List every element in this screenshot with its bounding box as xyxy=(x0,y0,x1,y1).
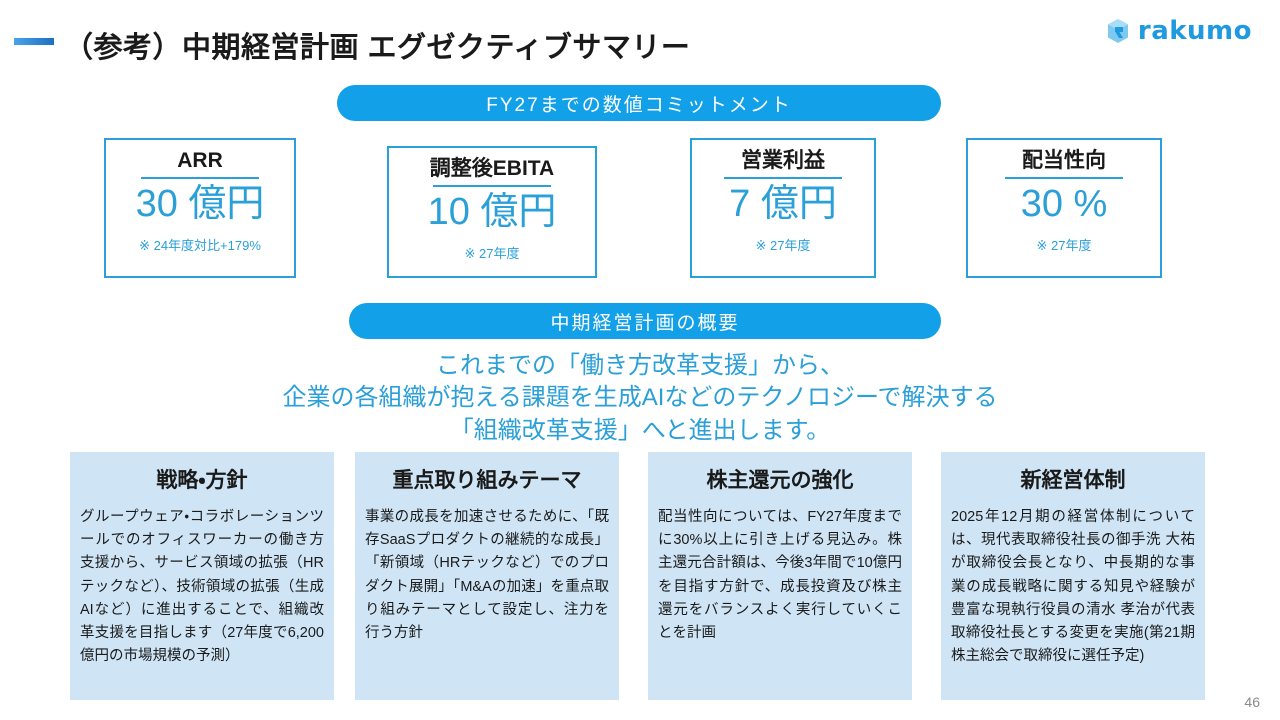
kpi-note: ※ 27年度 xyxy=(464,245,520,261)
rakumo-logo: rakumo xyxy=(1106,16,1252,46)
kpi-note: ※ 27年度 xyxy=(755,237,811,253)
kpi-card-operating-profit: 営業利益 7 億円 ※ 27年度 xyxy=(690,138,876,278)
kpi-label: 調整後EBITA xyxy=(429,157,555,180)
overview-banner-label: 中期経営計画の概要 xyxy=(550,312,740,334)
info-card-new-management: 新経営体制 2025年12月期の経営体制については、現代表取締役社長の御手洗 大… xyxy=(941,452,1205,700)
kpi-divider xyxy=(1005,177,1123,180)
kpi-value: 10 億円 xyxy=(427,191,557,234)
commitment-banner-label: FY27までの数値コミットメント xyxy=(486,94,792,116)
info-card-strategy: 戦略・方針 グループウェア・コラボレーションツールでのオフィスワーカーの働き方支… xyxy=(70,452,334,700)
kpi-card-dividend-payout: 配当性向 30 % ※ 27年度 xyxy=(966,138,1162,278)
page-number: 46 xyxy=(1244,694,1260,710)
kpi-value: 30 % xyxy=(1020,183,1108,226)
info-card-shareholder-returns: 株主還元の強化 配当性向については、FY27年度までに30%以上に引き上げる見込… xyxy=(648,452,912,700)
kpi-label: 配当性向 xyxy=(1022,149,1106,172)
kpi-note: ※ 27年度 xyxy=(1036,237,1092,253)
kpi-card-arr: ARR 30 億円 ※ 24年度対比+179% xyxy=(104,138,296,278)
commitment-banner: FY27までの数値コミットメント xyxy=(337,85,941,121)
info-card-title: 戦略・方針 xyxy=(156,469,248,492)
rakumo-logo-text: rakumo xyxy=(1137,16,1252,46)
kpi-label: ARR xyxy=(177,149,223,172)
page-title: （参考）中期経営計画 エグゼクティブサマリー xyxy=(64,32,691,64)
headline-line-2: 企業の各組織が抱える課題を生成AIなどのテクノロジーで解決する xyxy=(282,384,998,412)
kpi-divider xyxy=(141,177,259,180)
info-card-body: 2025年12月期の経営体制については、現代表取締役社長の御手洗 大祐が取締役会… xyxy=(951,509,1195,665)
info-card-title: 新経営体制 xyxy=(1020,469,1126,492)
headline-statement: これまでの「働き方改革支援」から、 企業の各組織が抱える課題を生成AIなどのテク… xyxy=(0,350,1280,447)
kpi-value: 30 億円 xyxy=(135,183,265,226)
info-card-title: 株主還元の強化 xyxy=(706,469,854,492)
info-card-key-themes: 重点取り組みテーマ 事業の成長を加速させるために、「既存SaaSプロダクトの継続… xyxy=(355,452,619,700)
overview-banner: 中期経営計画の概要 xyxy=(349,303,941,339)
slide-header: （参考）中期経営計画 エグゼクティブサマリー xyxy=(0,12,1280,64)
info-card-body: 事業の成長を加速させるために、「既存SaaSプロダクトの継続的な成長」「新領域（… xyxy=(365,509,609,641)
info-card-body: 配当性向については、FY27年度までに30%以上に引き上げる見込み。株主還元合計… xyxy=(658,509,902,641)
info-card-body: グループウェア・コラボレーションツールでのオフィスワーカーの働き方支援から、サー… xyxy=(80,509,324,665)
headline-line-3: 「組織改革支援」へと進出します。 xyxy=(449,416,831,444)
kpi-note: ※ 24年度対比+179% xyxy=(139,237,261,253)
rakumo-cube-icon xyxy=(1107,19,1128,43)
kpi-card-row: ARR 30 億円 ※ 24年度対比+179% 調整後EBITA 10 億円 ※… xyxy=(0,138,1280,278)
info-card-row: 戦略・方針 グループウェア・コラボレーションツールでのオフィスワーカーの働き方支… xyxy=(0,452,1280,702)
kpi-card-adjusted-ebita: 調整後EBITA 10 億円 ※ 27年度 xyxy=(387,146,597,278)
kpi-label: 営業利益 xyxy=(741,149,825,172)
kpi-divider xyxy=(433,185,551,188)
title-accent-bar xyxy=(14,38,54,45)
headline-line-1: これまでの「働き方改革支援」から、 xyxy=(436,352,844,379)
kpi-divider xyxy=(724,177,842,180)
info-card-title: 重点取り組みテーマ xyxy=(392,469,582,492)
kpi-value: 7 億円 xyxy=(729,183,837,226)
